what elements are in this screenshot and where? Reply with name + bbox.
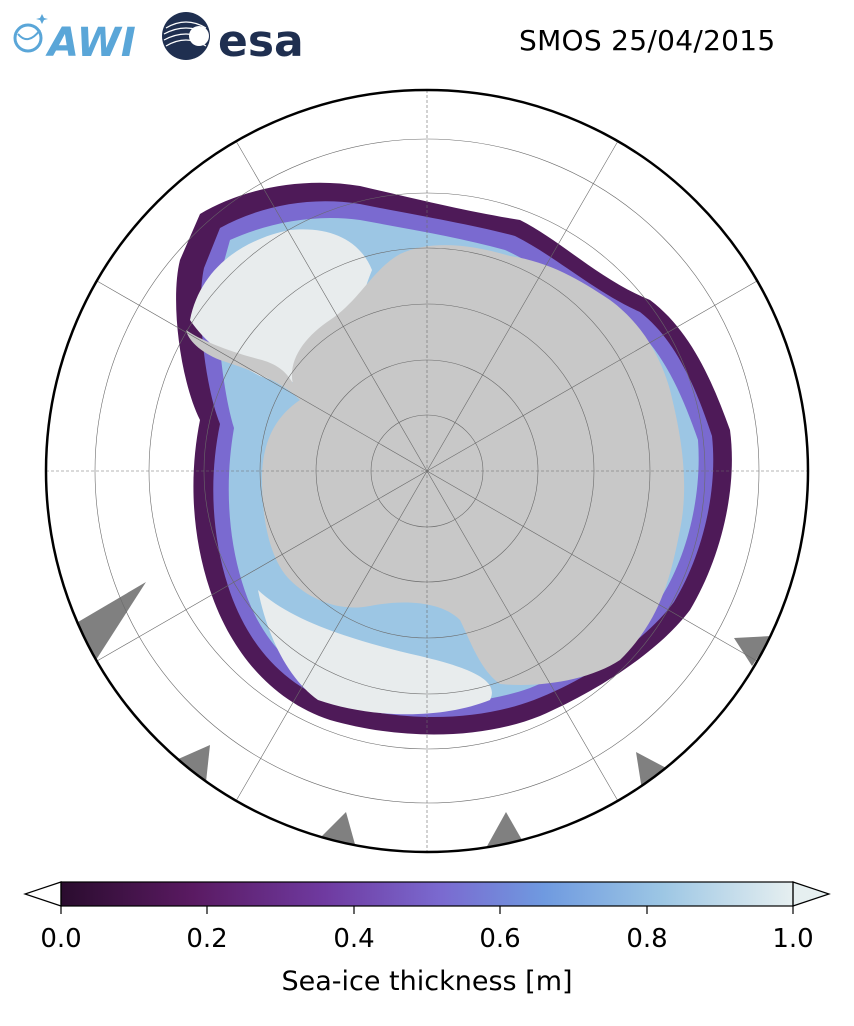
logo-group: AWI esa <box>13 12 304 67</box>
no-data-patch <box>636 752 670 790</box>
awi-logo-text: AWI <box>45 20 136 66</box>
no-data-patch <box>78 582 146 660</box>
colorbar-ticks <box>60 906 794 914</box>
colorbar-extend-max <box>792 881 831 907</box>
colorbar-outline <box>60 881 794 907</box>
colorbar-tick-label: 0.6 <box>479 924 521 954</box>
map-title: SMOS 25/04/2015 <box>519 24 776 57</box>
no-data-patch <box>486 812 522 848</box>
no-data-patch <box>734 636 772 666</box>
logos: AWI esa <box>6 6 306 70</box>
colorbar-tick-label: 0.2 <box>186 924 228 954</box>
no-data-patch <box>176 745 210 782</box>
colorbar-gradient <box>61 882 793 906</box>
colorbar-label: Sea-ice thickness [m] <box>281 966 573 997</box>
colorbar-tick-label: 0.8 <box>626 924 668 954</box>
esa-logo: esa <box>162 12 304 67</box>
map-content <box>46 90 808 852</box>
colorbar-tick-label: 0.4 <box>333 924 375 954</box>
longitude-gridlines <box>46 90 808 852</box>
polar-map <box>44 88 810 854</box>
colorbar-extend-min <box>23 881 62 907</box>
antarctica-land <box>262 245 685 685</box>
colorbar-tick-label: 1.0 <box>772 924 814 954</box>
sea-ice-ross <box>258 590 492 715</box>
awi-logo: AWI <box>13 14 136 66</box>
esa-logo-text: esa <box>218 16 304 66</box>
map-frame <box>44 88 810 854</box>
colorbar-tick-label: 0.0 <box>40 924 82 954</box>
